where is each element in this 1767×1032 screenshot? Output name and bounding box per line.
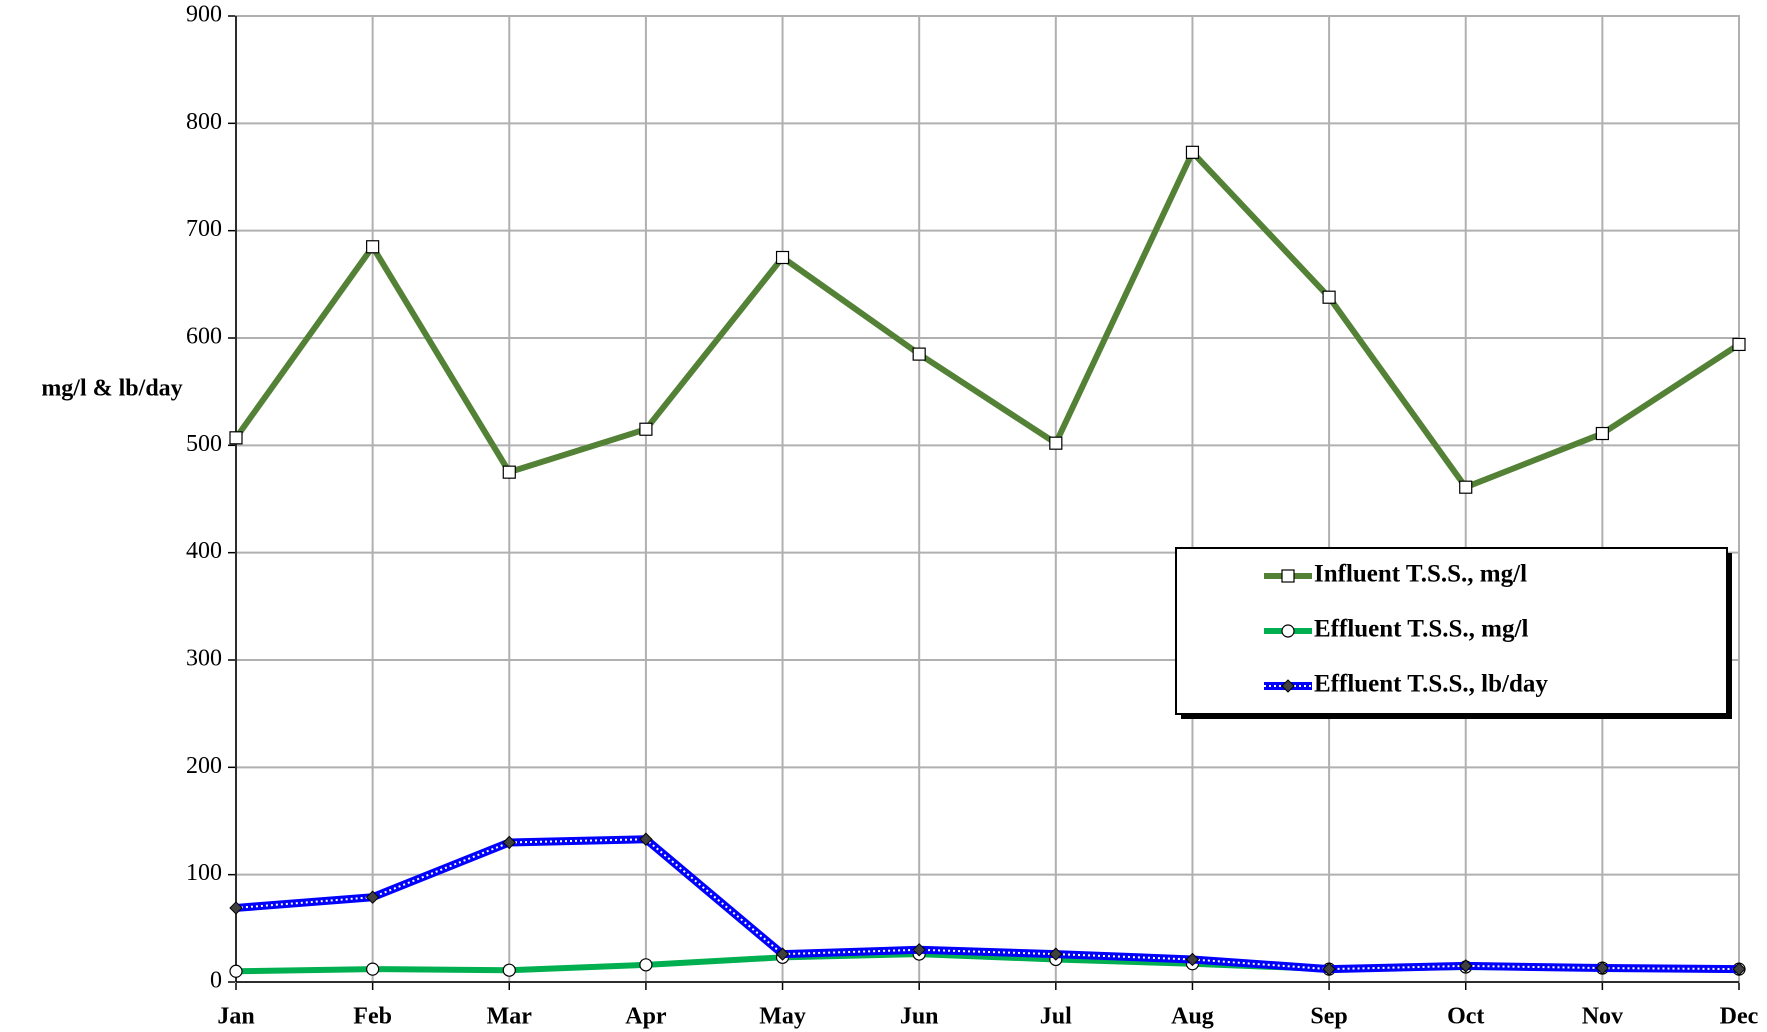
point — [1459, 959, 1473, 973]
x-tick-label: May — [759, 1004, 806, 1030]
y-tick-label: 200 — [186, 753, 222, 779]
x-tick-label: Jan — [217, 1004, 254, 1030]
point — [502, 465, 516, 479]
legend-label: Effluent T.S.S., mg/l — [1314, 616, 1528, 643]
legend-marker — [1281, 569, 1295, 583]
point — [366, 962, 380, 976]
y-tick-label: 800 — [186, 109, 222, 135]
x-tick-label: Dec — [1720, 1004, 1759, 1030]
series-line — [233, 149, 1741, 491]
x-tick-label: Nov — [1582, 1004, 1623, 1030]
x-tick-label: Sep — [1310, 1004, 1347, 1030]
point — [229, 964, 243, 978]
point — [1322, 962, 1336, 976]
y-tick-label: 900 — [186, 2, 222, 28]
point — [1732, 337, 1746, 352]
point — [366, 240, 380, 254]
point — [1459, 480, 1473, 494]
point — [912, 347, 926, 361]
y-tick-label: 600 — [186, 324, 222, 350]
plot-frame — [235, 15, 1740, 983]
point — [502, 963, 516, 977]
point — [775, 250, 790, 265]
legend-marker — [1281, 624, 1295, 638]
x-tick-label: Jul — [1040, 1004, 1072, 1030]
y-tick-label: 400 — [186, 538, 222, 564]
point — [502, 835, 516, 850]
y-tick-label: 700 — [186, 216, 222, 242]
y-axis-label: mg/l & lb/day — [41, 376, 182, 402]
legend-marker — [1281, 679, 1295, 693]
point — [1049, 947, 1063, 961]
point — [1185, 952, 1200, 967]
x-tick-label: Aug — [1171, 1004, 1214, 1030]
legend-label: Influent T.S.S., mg/l — [1314, 561, 1527, 588]
y-tick-label: 0 — [210, 968, 222, 994]
point — [1322, 290, 1336, 304]
point — [912, 943, 926, 957]
point — [1595, 961, 1610, 975]
x-tick-label: Jun — [900, 1004, 939, 1030]
point — [1185, 145, 1200, 159]
y-tick-label: 500 — [186, 431, 222, 457]
x-tick-label: Feb — [353, 1004, 392, 1030]
legend-label: Effluent T.S.S., lb/day — [1314, 671, 1548, 698]
x-tick-label: Oct — [1447, 1004, 1484, 1030]
series-line-pattern — [235, 838, 1740, 971]
point — [775, 947, 790, 961]
series-line — [235, 835, 1740, 974]
y-tick-label: 300 — [186, 646, 222, 672]
x-tick-label: Mar — [487, 1004, 533, 1030]
point — [639, 958, 653, 972]
point — [639, 422, 653, 436]
point — [1049, 436, 1063, 450]
point — [229, 431, 243, 445]
point — [365, 890, 380, 904]
y-tick-label: 100 — [186, 860, 222, 886]
point — [229, 901, 243, 915]
point — [1732, 962, 1746, 976]
point — [1595, 426, 1609, 441]
x-tick-label: Apr — [625, 1004, 667, 1030]
point — [639, 832, 653, 846]
